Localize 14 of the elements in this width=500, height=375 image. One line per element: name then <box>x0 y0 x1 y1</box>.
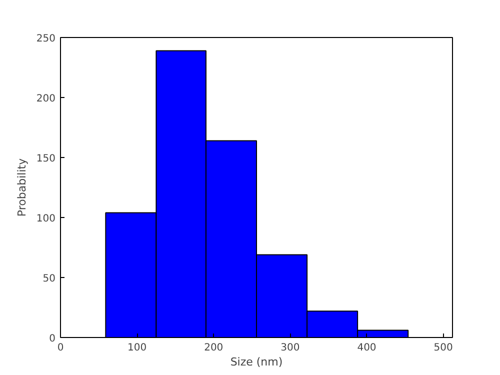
x-tick-label: 500 <box>434 342 453 354</box>
x-tick-label: 100 <box>128 342 147 354</box>
y-tick-label: 250 <box>36 34 56 44</box>
y-axis-title: Probability <box>15 158 28 217</box>
y-tick-label: 100 <box>36 214 56 224</box>
x-tick-label: 200 <box>204 342 224 354</box>
x-tick-label: 300 <box>280 342 300 354</box>
x-tick-label: 0 <box>57 342 64 354</box>
y-tick-label: 50 <box>42 274 56 284</box>
x-tick-label: 400 <box>357 342 376 354</box>
y-tick-label: 150 <box>36 154 56 164</box>
y-tick-label: 0 <box>49 334 56 344</box>
y-tick-label: 200 <box>36 94 56 104</box>
x-axis-title: Size (nm) <box>230 356 283 368</box>
